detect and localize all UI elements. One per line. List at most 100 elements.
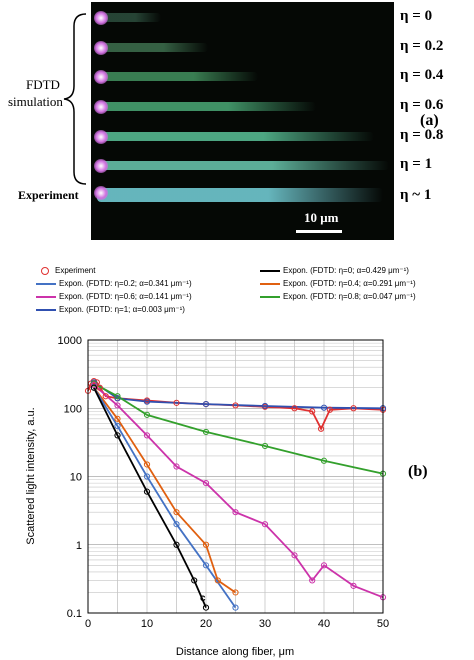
eta-label: η = 0.8 [400, 127, 444, 143]
data-point [173, 399, 180, 406]
data-point [214, 577, 221, 584]
fdtd-brace [63, 13, 87, 185]
data-point [173, 521, 180, 528]
eta-label: η ~ 1 [400, 187, 432, 203]
legend-line [36, 295, 56, 298]
data-point [202, 480, 210, 487]
x-tick-label: 20 [200, 618, 212, 630]
data-point [90, 384, 98, 391]
simulation-stripe [97, 43, 208, 52]
legend: Experiment Expon. (FDTD: η=0; α=0.429 μm… [36, 262, 466, 324]
data-point [143, 398, 151, 405]
data-point [261, 521, 269, 528]
legend-text: Expon. (FDTD: η=1; α=0.003 μm⁻¹) [59, 305, 185, 314]
series-line [93, 382, 384, 475]
simulation-stripe [97, 72, 258, 81]
simulation-stripe [97, 102, 316, 111]
simulation-label: simulation [8, 94, 63, 109]
data-point [232, 509, 239, 516]
scale-bar [296, 230, 342, 233]
data-point [326, 406, 333, 413]
x-tick-label: 10 [141, 618, 153, 630]
experiment-label: Experiment [18, 188, 79, 202]
series-line [93, 384, 384, 599]
data-point [317, 425, 325, 432]
data-point [102, 393, 109, 400]
plot-annotation: c [200, 593, 206, 604]
series-line [93, 387, 207, 608]
data-point [143, 461, 151, 468]
chart-grid [87, 340, 384, 614]
simulation-stripe [97, 188, 383, 202]
data-point [350, 405, 357, 412]
data-point [202, 428, 210, 436]
legend-item: Expon. (FDTD: η=0; α=0.429 μm⁻¹) [260, 266, 409, 276]
source-spot [94, 186, 108, 200]
x-tick-label: 30 [259, 618, 271, 630]
series-line [93, 387, 237, 594]
legend-item: Expon. (FDTD: η=0.6; α=0.141 μm⁻¹) [36, 292, 192, 302]
series-line [93, 387, 237, 609]
x-axis-label: Distance along fiber, μm [176, 646, 294, 658]
legend-line [260, 282, 280, 285]
data-point [291, 552, 298, 559]
source-spot [94, 11, 108, 25]
data-point [232, 589, 239, 596]
panel-a-label: (a) [420, 112, 439, 129]
legend-text: Expon. (FDTD: η=0.6; α=0.141 μm⁻¹) [59, 292, 192, 301]
eta-label: η = 0.4 [400, 67, 444, 83]
eta-label: η = 0.6 [400, 97, 444, 113]
legend-text: Expon. (FDTD: η=0.4; α=0.291 μm⁻¹) [283, 279, 416, 288]
x-tick-label: 40 [318, 618, 330, 630]
legend-item: Expon. (FDTD: η=0.2; α=0.341 μm⁻¹) [36, 279, 192, 289]
plot-frame [87, 339, 384, 614]
y-tick-label: 10 [70, 472, 82, 484]
y-tick-label: 100 [64, 403, 82, 415]
data-point [143, 411, 151, 418]
legend-line [36, 308, 56, 311]
data-point [173, 509, 180, 516]
simulation-stripe [97, 13, 161, 22]
data-point [143, 488, 151, 495]
legend-line [260, 295, 280, 298]
data-point [202, 401, 210, 408]
data-point [320, 457, 328, 464]
data-point [114, 432, 121, 439]
eta-label: η = 0 [400, 8, 433, 24]
data-point [114, 402, 121, 409]
tick-labels: 0 10 20 30 40 50 0.1 1 10 100 1000 [58, 335, 390, 630]
data-point [309, 408, 316, 415]
series-line [93, 381, 384, 410]
legend-line [36, 282, 56, 285]
data-point [202, 562, 210, 569]
data-point [191, 577, 198, 584]
simulation-stripe [97, 161, 389, 170]
source-spot [94, 41, 108, 55]
data-point [232, 402, 239, 409]
simulation-stripe [97, 132, 374, 141]
legend-item: Expon. (FDTD: η=0.4; α=0.291 μm⁻¹) [260, 279, 416, 289]
data-point [173, 463, 180, 470]
data-point [143, 473, 151, 480]
data-point [261, 402, 269, 410]
x-tick-label: 0 [85, 618, 91, 630]
legend-text: Expon. (FDTD: η=0; α=0.429 μm⁻¹) [283, 266, 409, 275]
series-lines [87, 380, 384, 609]
data-point [114, 415, 121, 422]
source-spot [94, 130, 108, 144]
data-point [309, 577, 316, 584]
scale-bar-label: 10 μm [304, 210, 339, 225]
eta-label: η = 0.2 [400, 38, 444, 54]
data-point [202, 604, 210, 611]
y-tick-label: 1000 [58, 335, 82, 347]
data-point [261, 442, 269, 450]
legend-text: Expon. (FDTD: η=0.2; α=0.341 μm⁻¹) [59, 279, 192, 288]
legend-text: Experiment [55, 266, 96, 275]
fdtd-label: FDTD [26, 77, 60, 92]
data-point [114, 422, 121, 430]
data-point [96, 384, 103, 391]
legend-line [260, 269, 280, 272]
legend-item: Expon. (FDTD: η=0.8; α=0.047 μm⁻¹) [260, 292, 416, 302]
legend-item: Expon. (FDTD: η=1; α=0.003 μm⁻¹) [36, 305, 185, 315]
data-point [143, 432, 151, 439]
